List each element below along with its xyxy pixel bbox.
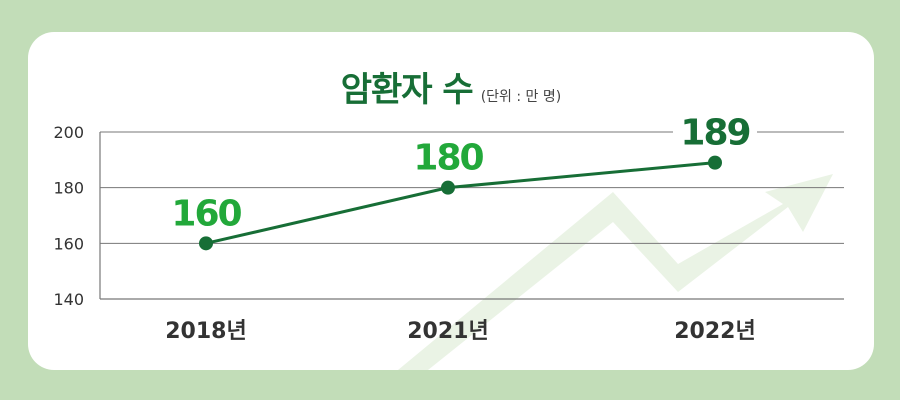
data-point xyxy=(708,155,722,170)
x-category-label: 2021년 xyxy=(407,319,488,344)
chart-canvas: 140 160 180 200 2018년 2021년 2022년 160 180 189 xyxy=(53,110,844,370)
data-point xyxy=(441,180,455,195)
y-tick-label: 160 xyxy=(53,234,84,253)
data-label: 189 xyxy=(680,113,749,154)
data-label: 180 xyxy=(413,138,483,179)
chart-subtitle: (단위 : 만 명) xyxy=(480,89,562,105)
x-category-label: 2022년 xyxy=(674,319,755,344)
chart-card: 140 160 180 200 2018년 2021년 2022년 160 180 189 암… xyxy=(28,32,874,370)
trend-up-arrow-icon xyxy=(398,174,833,370)
y-axis-ticks: 140 160 180 200 xyxy=(53,123,84,309)
data-points xyxy=(199,155,722,251)
x-axis-categories: 2018년 2021년 2022년 xyxy=(165,319,755,344)
data-point xyxy=(199,236,213,251)
y-tick-label: 140 xyxy=(53,290,84,309)
y-tick-label: 180 xyxy=(53,179,84,198)
y-tick-label: 200 xyxy=(53,123,84,142)
data-label-backing xyxy=(673,110,757,151)
chart-heading: 암환자 수 (단위 : 만 명) xyxy=(28,62,874,111)
chart-title: 암환자 수 xyxy=(340,70,474,110)
grid-layer xyxy=(99,131,844,300)
x-category-label: 2018년 xyxy=(165,319,246,344)
data-label: 160 xyxy=(171,193,241,234)
data-labels: 160 180 189 xyxy=(171,110,757,234)
